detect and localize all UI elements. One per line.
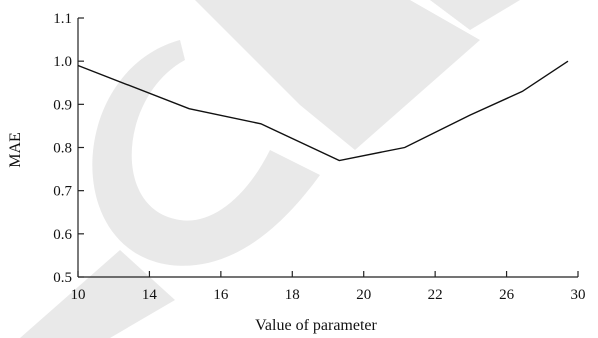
x-tick-label: 22	[428, 287, 443, 303]
watermark-stroke-t	[195, 0, 480, 150]
y-tick-label: 0.6	[53, 227, 72, 243]
x-tick-label: 10	[71, 287, 86, 303]
x-tick-label: 26	[499, 287, 515, 303]
watermark-stroke-i	[430, 0, 520, 30]
x-tick-label: 14	[142, 287, 158, 303]
x-axis-title: Value of parameter	[255, 317, 377, 334]
y-axis-title: MAE	[7, 132, 24, 168]
x-tick-label: 30	[571, 287, 586, 303]
watermark	[20, 0, 520, 338]
y-tick-label: 0.5	[53, 270, 72, 286]
x-tick-label: 18	[285, 287, 300, 303]
y-tick-label: 0.8	[53, 141, 72, 157]
y-tick-label: 0.7	[53, 184, 72, 200]
x-tick-label: 20	[356, 287, 371, 303]
x-tick-label: 16	[213, 287, 229, 303]
watermark-stroke-a	[20, 250, 175, 338]
y-tick-label: 1.0	[53, 54, 72, 70]
watermark-stroke-c	[92, 40, 321, 266]
x-ticks: 10 14 16 18 20 22 26 30	[71, 271, 586, 303]
y-ticks: 0.5 0.6 0.7 0.8 0.9 1.0 1.1	[53, 11, 84, 286]
y-tick-label: 1.1	[53, 11, 72, 27]
y-tick-label: 0.9	[53, 97, 72, 113]
series-line-mae	[77, 60, 569, 162]
